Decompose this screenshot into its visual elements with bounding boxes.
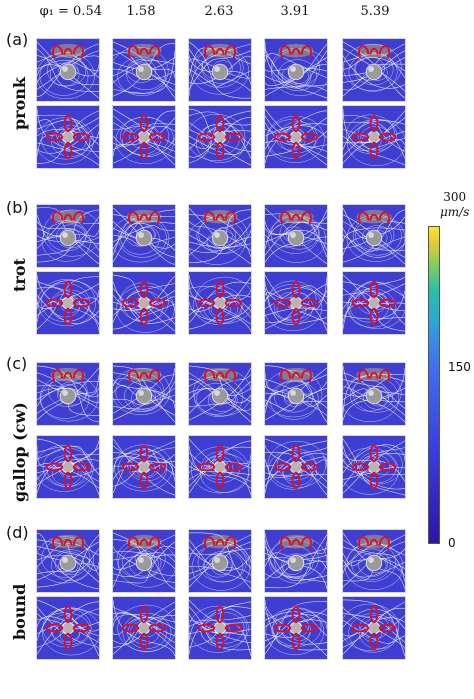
flow-tile	[264, 271, 328, 335]
streamline-plot	[343, 106, 405, 168]
flow-tile	[264, 105, 328, 169]
flow-tile	[36, 529, 100, 593]
colorbar-max-label: 300	[443, 190, 467, 204]
flow-tile	[342, 596, 406, 660]
flow-tile	[188, 204, 252, 268]
flow-tile	[112, 204, 176, 268]
flow-tile	[112, 529, 176, 593]
flow-tile	[36, 38, 100, 102]
streamline-plot	[37, 436, 99, 498]
flow-tile	[342, 271, 406, 335]
flow-tile	[342, 362, 406, 426]
streamline-plot	[189, 597, 251, 659]
streamline-plot	[113, 272, 175, 334]
streamline-plot	[343, 597, 405, 659]
row-label-trot: trot	[10, 258, 29, 292]
streamline-plot	[189, 436, 251, 498]
streamline-plot	[113, 39, 175, 101]
streamline-plot	[37, 530, 99, 592]
flow-tile	[36, 271, 100, 335]
streamline-plot	[343, 272, 405, 334]
streamline-plot	[189, 39, 251, 101]
streamline-plot	[189, 272, 251, 334]
flow-tile	[112, 596, 176, 660]
flow-tile	[188, 435, 252, 499]
streamline-plot	[113, 205, 175, 267]
flow-tile	[188, 105, 252, 169]
streamline-plot	[37, 106, 99, 168]
flow-tile	[36, 596, 100, 660]
flow-tile	[264, 435, 328, 499]
streamline-plot	[189, 363, 251, 425]
column-header-3: 2.63	[204, 4, 234, 19]
streamline-plot	[265, 39, 327, 101]
flow-tile	[188, 38, 252, 102]
flow-tile	[36, 204, 100, 268]
flow-tile	[36, 435, 100, 499]
streamline-plot	[343, 205, 405, 267]
flow-tile	[342, 38, 406, 102]
streamline-plot	[113, 363, 175, 425]
streamline-plot	[343, 530, 405, 592]
flow-tile	[36, 362, 100, 426]
flow-tile	[342, 435, 406, 499]
column-header-1: φ₁ = 0.54	[39, 4, 102, 19]
colorbar-title: 300 μm/s	[440, 190, 469, 220]
column-header-5: 5.39	[360, 4, 390, 19]
streamline-plot	[265, 363, 327, 425]
streamline-plot	[37, 363, 99, 425]
row-label-pronk: pronk	[10, 76, 29, 130]
flow-tile	[188, 362, 252, 426]
flow-tile	[342, 204, 406, 268]
streamline-plot	[343, 363, 405, 425]
flow-tile	[36, 105, 100, 169]
flow-tile	[112, 435, 176, 499]
flow-tile	[112, 362, 176, 426]
flow-tile	[188, 271, 252, 335]
colorbar-min-label: 0	[448, 536, 456, 550]
flow-tile	[188, 529, 252, 593]
streamline-plot	[265, 530, 327, 592]
streamline-plot	[113, 597, 175, 659]
streamline-plot	[189, 106, 251, 168]
flow-tile	[112, 105, 176, 169]
colorbar-unit-label: μm/s	[440, 205, 470, 219]
streamline-plot	[265, 272, 327, 334]
flow-tile	[264, 204, 328, 268]
column-header-2: 1.58	[126, 4, 156, 19]
streamline-plot	[265, 436, 327, 498]
colorbar-mid-label: 150	[448, 360, 471, 374]
colorbar	[428, 226, 440, 544]
flow-tile	[112, 271, 176, 335]
panel-label-d: (d)	[6, 523, 29, 542]
panel-label-a: (a)	[6, 30, 29, 49]
streamline-plot	[113, 106, 175, 168]
row-label-bound: bound	[10, 583, 29, 640]
column-header-4: 3.91	[280, 4, 310, 19]
streamline-plot	[265, 106, 327, 168]
flow-tile	[264, 596, 328, 660]
flow-tile	[342, 529, 406, 593]
panel-label-c: (c)	[6, 354, 28, 373]
streamline-plot	[37, 205, 99, 267]
flow-tile	[342, 105, 406, 169]
streamline-plot	[113, 530, 175, 592]
panel-label-b: (b)	[6, 198, 29, 217]
flow-tile	[112, 38, 176, 102]
streamline-plot	[265, 205, 327, 267]
streamline-plot	[37, 272, 99, 334]
streamline-plot	[37, 39, 99, 101]
streamline-plot	[189, 530, 251, 592]
flow-tile	[264, 38, 328, 102]
streamline-plot	[343, 436, 405, 498]
streamline-plot	[189, 205, 251, 267]
streamline-plot	[265, 597, 327, 659]
streamline-plot	[37, 597, 99, 659]
flow-tile	[264, 362, 328, 426]
streamline-plot	[113, 436, 175, 498]
flow-tile	[188, 596, 252, 660]
streamline-plot	[343, 39, 405, 101]
flow-tile	[264, 529, 328, 593]
row-label-gallop: gallop (cw)	[10, 402, 29, 502]
